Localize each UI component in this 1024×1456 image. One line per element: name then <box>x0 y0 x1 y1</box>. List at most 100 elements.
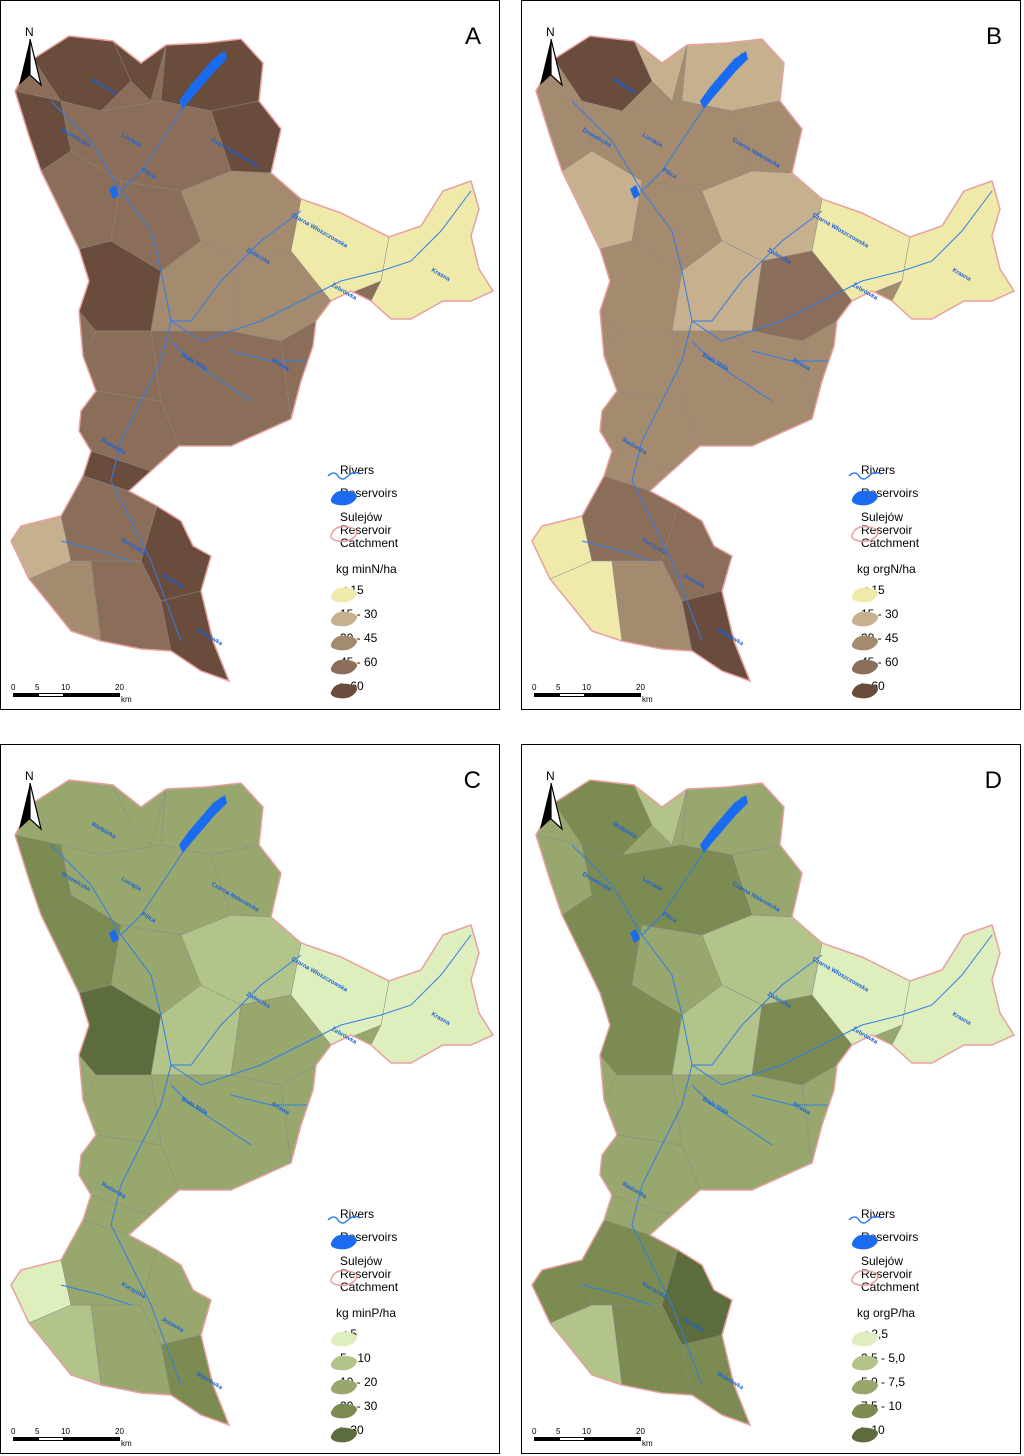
legend-class-2: 2,5 - 5,0 <box>847 1352 905 1371</box>
sub-catchment-region <box>82 1074 162 1146</box>
legend-rivers: Rivers <box>847 1207 896 1224</box>
scale-tick-0: 0 <box>11 1427 16 1436</box>
scale-tick-10: 10 <box>582 1427 591 1436</box>
scale-tick-20: 20 <box>115 1427 124 1436</box>
class-swatch-icon <box>330 683 357 699</box>
north-arrow-icon: N <box>15 769 45 831</box>
river-line <box>170 190 472 342</box>
catchment-outline-icon <box>330 525 358 543</box>
scale-unit: km <box>121 695 132 704</box>
legend-catchment-label: Sulejów Reservoir Catchment <box>340 511 398 550</box>
catchment-boundary <box>10 35 495 683</box>
catchment-outline-icon <box>851 1269 879 1287</box>
reservoir-shape <box>630 929 640 943</box>
scale-tick-20: 20 <box>115 683 124 692</box>
legend-class-4: 45 - 60 <box>326 656 377 675</box>
legend-catchment-line2: Reservoir <box>861 1267 913 1281</box>
catchment-boundary <box>10 779 495 1427</box>
legend-catchment: Sulejów Reservoir Catchment <box>847 511 919 550</box>
legend-unit-title: kg orgN/ha <box>857 562 916 576</box>
scale-bar: 0 5 10 20 km <box>11 1427 151 1448</box>
catchment-outline-icon <box>330 1269 358 1287</box>
scale-tick-5: 5 <box>35 683 40 692</box>
north-label: N <box>25 25 34 39</box>
river-line <box>60 1284 132 1306</box>
river-line <box>691 934 993 1086</box>
map-panel-a: Wolbórka Luciąża Czarna Maleniecka Pilica Cz… <box>0 0 500 710</box>
legend-class-5: > 60 <box>847 680 885 699</box>
legend-catchment: Sulejów Reservoir Catchment <box>326 511 398 550</box>
legend-catchment-label: Sulejów Reservoir Catchment <box>340 1255 398 1294</box>
legend-class-1: < 15 <box>326 584 364 603</box>
legend-rivers-label: Rivers <box>340 1207 375 1221</box>
legend-rivers: Rivers <box>326 463 375 480</box>
river-line <box>691 340 773 402</box>
scale-tick-0: 0 <box>532 1427 537 1436</box>
legend-catchment-line2: Reservoir <box>861 523 913 537</box>
sub-catchment-region <box>160 782 264 856</box>
legend-catchment: Sulejów Reservoir Catchment <box>326 1255 398 1294</box>
river-line <box>581 540 653 562</box>
legend-rivers-label: Rivers <box>861 1207 896 1221</box>
sub-catchment-region <box>681 38 785 112</box>
reservoir-shape <box>700 51 748 109</box>
class-swatch-icon <box>330 1403 357 1419</box>
scale-tick-5: 5 <box>35 1427 40 1436</box>
legend-catchment-line2: Reservoir <box>340 1267 392 1281</box>
panel-letter: D <box>984 767 1002 794</box>
legend-rivers-label: Rivers <box>340 463 375 477</box>
river-line <box>581 1284 653 1306</box>
legend-class-4: 7,5 - 10 <box>847 1400 902 1419</box>
river-line <box>171 210 302 322</box>
reservoir-shape <box>179 51 227 109</box>
river-line <box>230 350 311 362</box>
river-line <box>692 954 823 1066</box>
legend-class-2: 15 - 30 <box>326 608 377 627</box>
north-arrow-icon: N <box>536 769 566 831</box>
reservoir-icon <box>330 490 357 506</box>
scale-tick-10: 10 <box>582 683 591 692</box>
panel-letter: B <box>985 23 1002 50</box>
river-line <box>50 100 172 322</box>
river-line-icon <box>327 1215 361 1224</box>
legend-class-3: 10 - 20 <box>326 1376 377 1395</box>
map-panel-c: Wolbórka Luciąża Czarna Maleniecka Pilica Cz… <box>0 744 500 1454</box>
legend-unit-title: kg minN/ha <box>336 562 397 576</box>
legend-class-4: 20 - 30 <box>326 1400 377 1419</box>
class-swatch-icon <box>851 659 878 675</box>
legend-class-4: 45 - 60 <box>847 656 898 675</box>
legend-reservoirs: Reservoirs <box>326 1231 397 1250</box>
river-line <box>110 1064 182 1386</box>
class-swatch-icon <box>851 1403 878 1419</box>
reservoir-icon <box>330 1234 357 1250</box>
legend-class-5: > 10 <box>847 1424 885 1443</box>
map-panel-d: Wolbórka Luciąża Czarna Maleniecka Pilica Cz… <box>521 744 1021 1454</box>
class-swatch-icon <box>851 1331 878 1347</box>
legend-catchment-line3: Catchment <box>861 1280 920 1294</box>
north-label: N <box>546 769 555 783</box>
sub-catchment-region <box>681 782 785 856</box>
river-line-icon <box>848 1215 882 1224</box>
legend-catchment-label: Sulejów Reservoir Catchment <box>861 1255 919 1294</box>
legend-rivers-label: Rivers <box>861 463 896 477</box>
legend-class-3: 5,0 - 7,5 <box>847 1376 905 1395</box>
class-swatch-icon <box>851 587 878 603</box>
reservoir-shape <box>700 795 748 853</box>
river-line <box>571 100 693 322</box>
river-line <box>571 844 693 1066</box>
class-swatch-icon <box>330 659 357 675</box>
legend-catchment: Sulejów Reservoir Catchment <box>847 1255 919 1294</box>
class-swatch-icon <box>851 683 878 699</box>
map-panel-b: Wolbórka Luciąża Czarna Maleniecka Pilica Cz… <box>521 0 1021 710</box>
scale-tick-20: 20 <box>636 1427 645 1436</box>
catchment-boundary <box>531 35 1016 683</box>
panel-letter: C <box>463 767 481 794</box>
scale-unit: km <box>642 1439 653 1448</box>
legend-catchment-label: Sulejów Reservoir Catchment <box>861 511 919 550</box>
class-swatch-icon <box>330 1355 357 1371</box>
legend-catchment-line3: Catchment <box>861 536 920 550</box>
scale-bar: 0 5 10 20 km <box>532 1427 672 1448</box>
reservoir-shape <box>630 185 640 199</box>
legend-unit-title: kg minP/ha <box>336 1306 397 1320</box>
